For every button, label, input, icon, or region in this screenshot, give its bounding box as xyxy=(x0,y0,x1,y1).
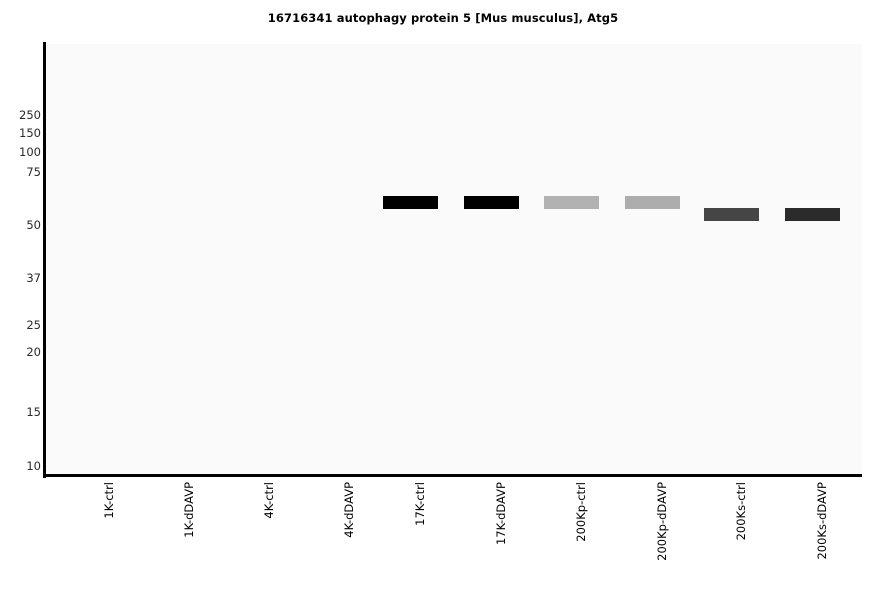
x-axis-spine xyxy=(43,474,862,477)
gel-band xyxy=(544,196,599,209)
x-axis-tick-label: 200Kp-ctrl xyxy=(574,482,588,542)
y-axis-spine xyxy=(43,42,46,478)
gel-band xyxy=(383,196,438,209)
y-axis-tick-label: 37 xyxy=(26,271,41,285)
y-axis-tick-label: 20 xyxy=(26,345,41,359)
plot-area xyxy=(46,44,862,476)
x-axis-tick-label: 17K-dDAVP xyxy=(494,482,508,546)
gel-band xyxy=(704,208,759,221)
x-axis-tick-label: 200Ks-ctrl xyxy=(734,482,748,541)
y-axis-tick-label: 150 xyxy=(19,126,41,140)
x-axis-tick-label: 200Kp-dDAVP xyxy=(655,482,669,561)
y-axis-tick-label: 75 xyxy=(26,165,41,179)
y-axis-tick-label: 250 xyxy=(19,108,41,122)
page-title: 16716341 autophagy protein 5 [Mus muscul… xyxy=(267,11,619,25)
x-axis-tick-label: 1K-ctrl xyxy=(102,482,116,519)
y-axis-tick-label: 15 xyxy=(26,405,41,419)
gel-band xyxy=(464,196,519,209)
x-axis-tick-label: 17K-ctrl xyxy=(413,482,427,526)
x-axis-tick-label: 200Ks-dDAVP xyxy=(815,482,829,560)
y-axis-tick-label: 25 xyxy=(26,318,41,332)
x-axis-tick-label: 4K-dDAVP xyxy=(342,482,356,538)
gel-band xyxy=(625,196,680,209)
y-axis-tick-labels: 250 150 100 75 50 37 25 20 15 10 xyxy=(0,0,41,595)
y-axis-tick-label: 100 xyxy=(19,145,41,159)
x-axis-tick-label: 4K-ctrl xyxy=(262,482,276,519)
y-axis-tick-label: 10 xyxy=(26,459,41,473)
x-axis-tick-label: 1K-dDAVP xyxy=(182,482,196,538)
gel-band xyxy=(785,208,840,221)
y-axis-tick-label: 50 xyxy=(26,218,41,232)
